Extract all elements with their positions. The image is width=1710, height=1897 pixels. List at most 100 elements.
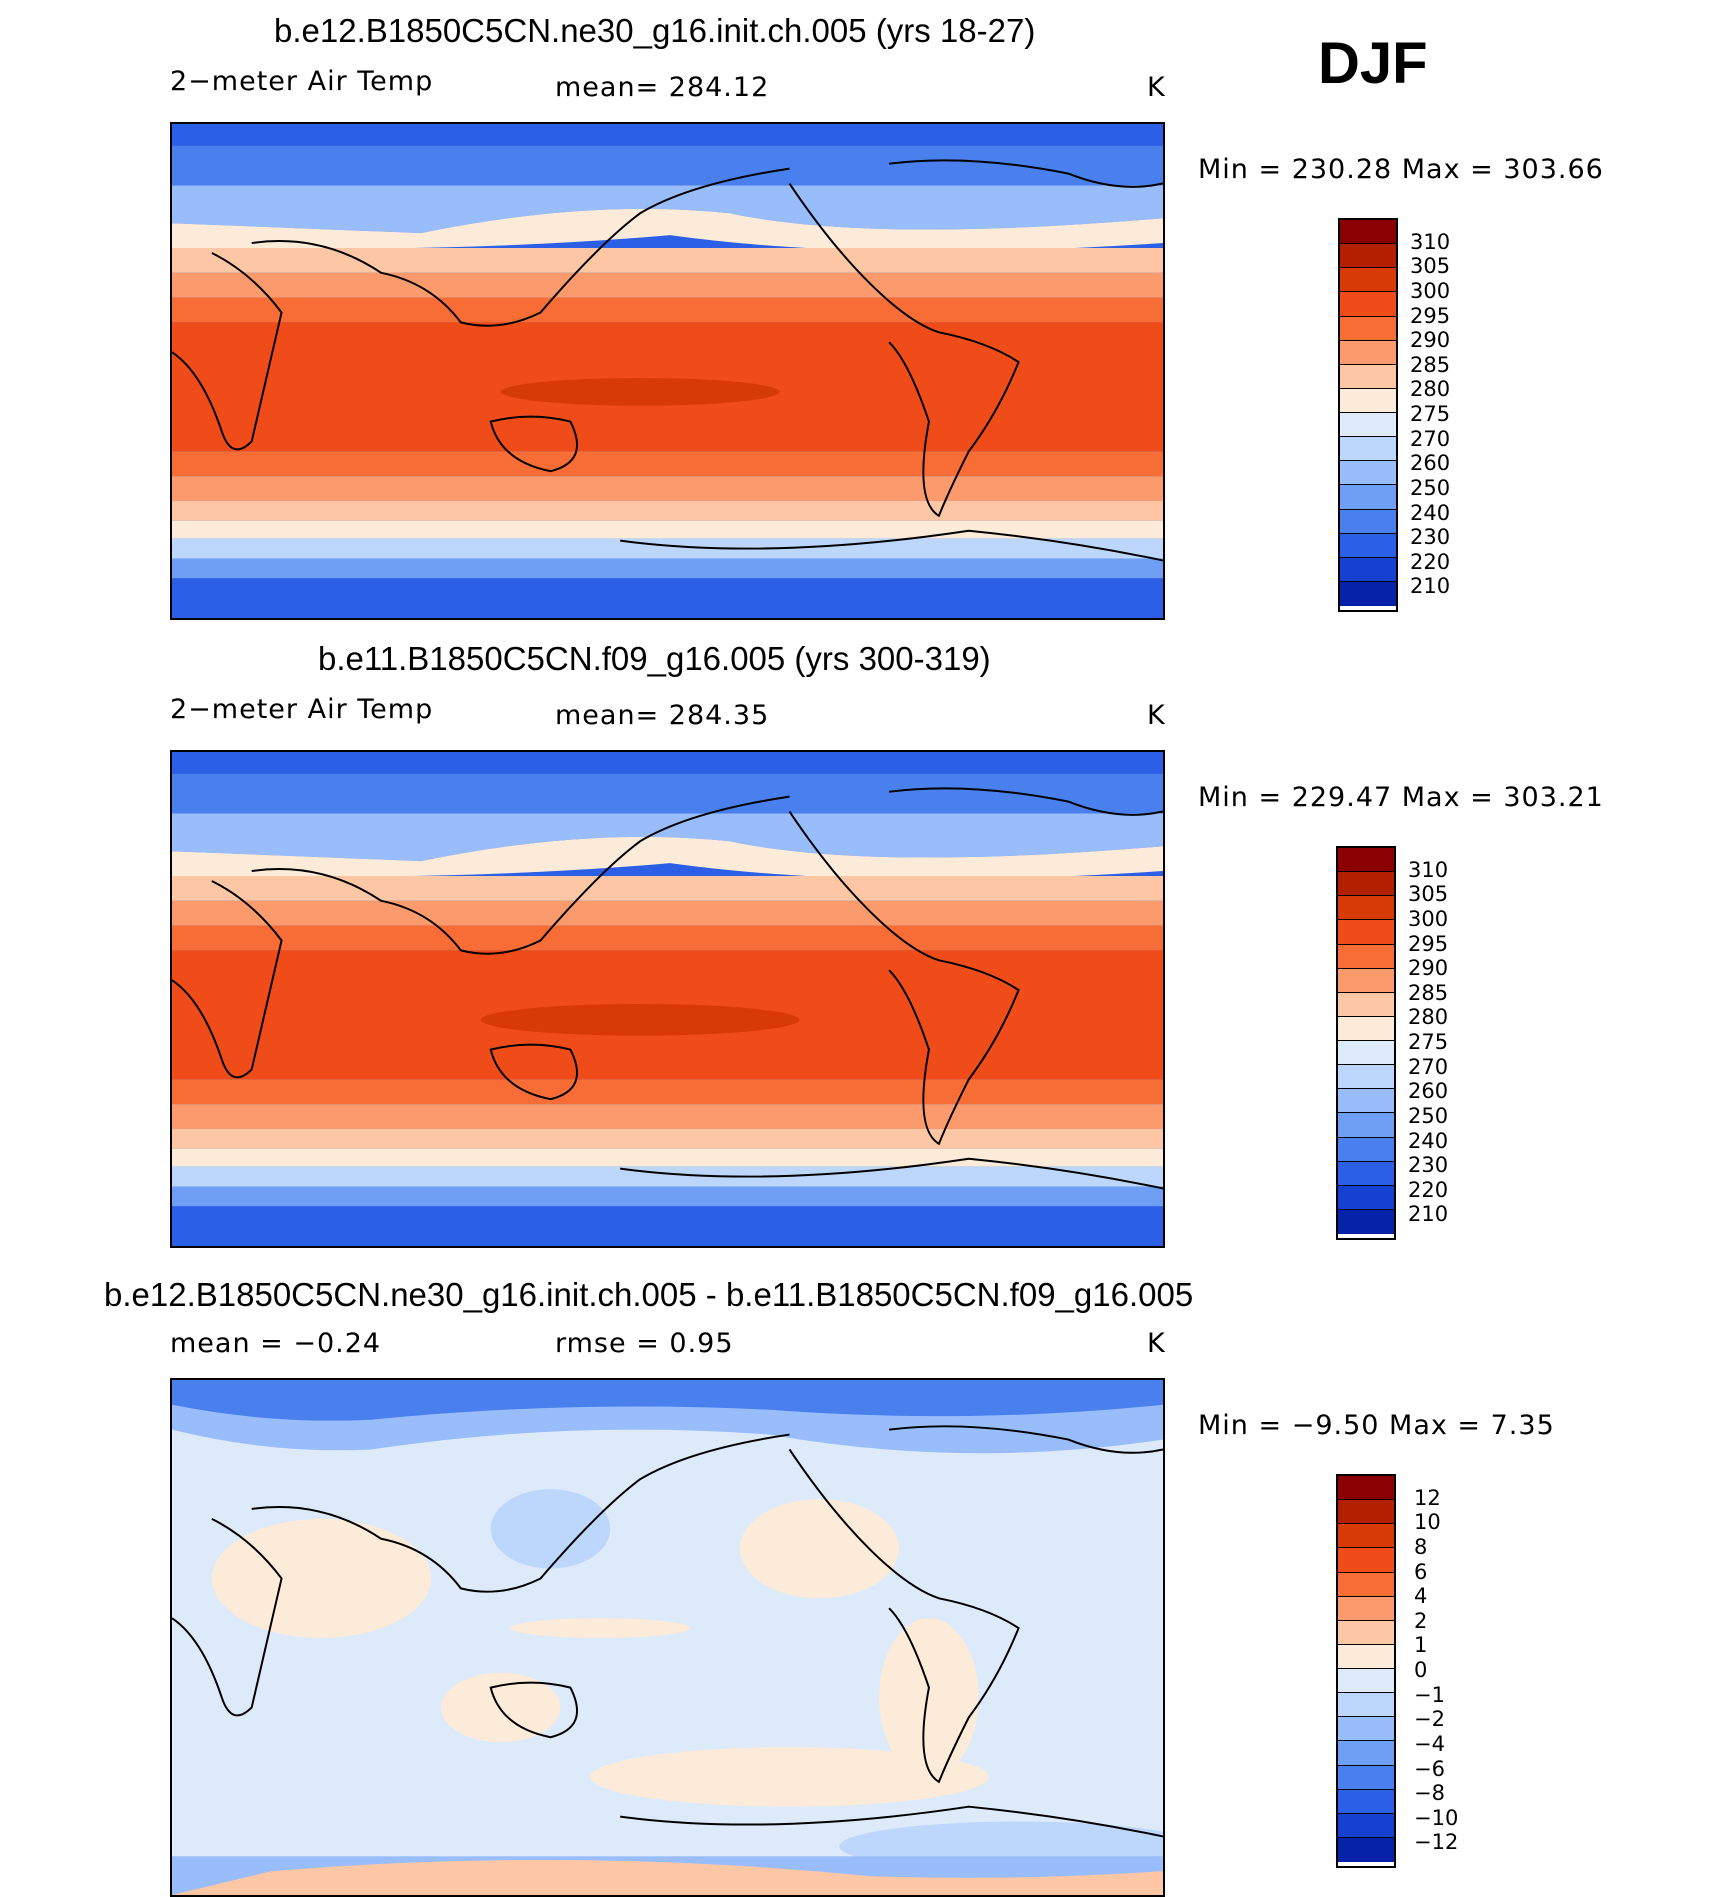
panel-2-map — [170, 750, 1165, 1248]
colorbar-segment — [1338, 1789, 1394, 1814]
colorbar-tick-label: 0 — [1414, 1658, 1428, 1682]
colorbar-segment — [1338, 1185, 1394, 1210]
colorbar-tick-label: 280 — [1410, 377, 1451, 402]
colorbar-tick-label: 250 — [1408, 1103, 1449, 1128]
panel-1-colorbar — [1338, 218, 1398, 612]
colorbar-segment — [1338, 1524, 1394, 1549]
panel-3-map — [170, 1378, 1165, 1897]
colorbar-tick-label: 8 — [1414, 1534, 1428, 1559]
colorbar-segment — [1340, 220, 1396, 245]
colorbar-segment — [1338, 872, 1394, 897]
colorbar-segment — [1338, 992, 1394, 1017]
panel-1-colorbar-ticks: 310 305 300 295 290 285 280 275 270 260 250 240 230 2… — [1410, 218, 1490, 612]
colorbar-tick-label: 275 — [1408, 1030, 1449, 1054]
colorbar-segment — [1338, 1065, 1394, 1090]
colorbar-segment — [1338, 1500, 1394, 1525]
colorbar-tick-label: 285 — [1408, 980, 1449, 1005]
colorbar-segment — [1340, 268, 1396, 293]
colorbar-segment — [1340, 509, 1396, 534]
colorbar-segment — [1338, 1765, 1394, 1790]
colorbar-segment — [1338, 1016, 1394, 1041]
colorbar-tick-label: 10 — [1414, 1510, 1441, 1535]
colorbar-tick-label: −12 — [1414, 1830, 1459, 1855]
colorbar-segment — [1338, 1620, 1394, 1645]
panel-2-mean-label: mean= 284.35 — [555, 700, 770, 731]
panel-1-map — [170, 122, 1165, 620]
colorbar-tick-label: −2 — [1414, 1707, 1445, 1732]
colorbar-tick-label: 220 — [1408, 1177, 1449, 1202]
colorbar-tick-label: 230 — [1410, 525, 1451, 550]
colorbar-tick-label: 290 — [1408, 956, 1449, 981]
colorbar-segment — [1338, 1113, 1394, 1138]
colorbar-tick-label: 260 — [1408, 1079, 1449, 1104]
colorbar-segment — [1338, 1209, 1394, 1234]
colorbar-segment — [1340, 437, 1396, 462]
panel-2-colorbar-segments — [1338, 848, 1394, 1234]
panel-3-units: K — [1147, 1328, 1166, 1359]
colorbar-tick-label: 305 — [1410, 254, 1451, 279]
panel-2-variable-label: 2−meter Air Temp — [170, 694, 434, 725]
colorbar-segment — [1338, 1717, 1394, 1742]
panel-1-colorbar-segments — [1340, 220, 1396, 606]
colorbar-tick-label: 290 — [1410, 328, 1451, 353]
panel-3-minmax: Min = −9.50 Max = 7.35 — [1198, 1410, 1555, 1441]
colorbar-tick-label: 240 — [1410, 500, 1451, 525]
colorbar-tick-label: −10 — [1414, 1805, 1459, 1830]
panel-1-variable-label: 2−meter Air Temp — [170, 66, 434, 97]
colorbar-segment — [1340, 485, 1396, 510]
panel-3-rmse-label: rmse = 0.95 — [555, 1328, 734, 1359]
colorbar-tick-label: 260 — [1410, 451, 1451, 476]
colorbar-tick-label: 210 — [1408, 1202, 1449, 1227]
colorbar-tick-label: 300 — [1408, 906, 1449, 931]
colorbar-tick-label: 210 — [1410, 574, 1451, 599]
colorbar-segment — [1340, 413, 1396, 438]
panel-3-title: b.e12.B1850C5CN.ne30_g16.init.ch.005 - b… — [104, 1276, 1194, 1313]
colorbar-segment — [1338, 920, 1394, 945]
panel-3-mean-label: mean = −0.24 — [170, 1328, 382, 1359]
colorbar-segment — [1338, 1572, 1394, 1597]
panel-3-colorbar-segments — [1338, 1476, 1394, 1862]
colorbar-tick-label: −6 — [1414, 1756, 1445, 1781]
colorbar-tick-label: 220 — [1410, 549, 1451, 574]
colorbar-tick-label: 240 — [1408, 1128, 1449, 1153]
colorbar-segment — [1338, 1596, 1394, 1621]
colorbar-tick-label: −1 — [1414, 1682, 1445, 1707]
panel-2-colorbar — [1336, 846, 1396, 1240]
colorbar-segment — [1338, 1741, 1394, 1766]
panel-1-units: K — [1147, 72, 1166, 103]
colorbar-tick-label: 295 — [1408, 931, 1449, 956]
colorbar-tick-label: 270 — [1408, 1054, 1449, 1079]
panel-1-mean-label: mean= 284.12 — [555, 72, 770, 103]
panel-2-units: K — [1147, 700, 1166, 731]
colorbar-tick-label: 230 — [1408, 1153, 1449, 1178]
colorbar-segment — [1338, 1161, 1394, 1186]
colorbar-tick-label: −8 — [1414, 1781, 1445, 1806]
panel-2-colorbar-ticks: 310 305 300 295 290 285 280 275 270 260 250 240 230 2… — [1408, 846, 1488, 1240]
colorbar-tick-label: 1 — [1414, 1633, 1428, 1658]
colorbar-segment — [1338, 1644, 1394, 1669]
colorbar-tick-label: 280 — [1408, 1005, 1449, 1030]
panel-2-title: b.e11.B1850C5CN.f09_g16.005 (yrs 300-319… — [318, 640, 991, 677]
colorbar-tick-label: 285 — [1410, 352, 1451, 377]
colorbar-segment — [1340, 244, 1396, 269]
colorbar-segment — [1338, 1137, 1394, 1162]
colorbar-segment — [1338, 944, 1394, 969]
colorbar-segment — [1340, 316, 1396, 341]
colorbar-tick-label: −4 — [1414, 1731, 1445, 1756]
panel-2-minmax: Min = 229.47 Max = 303.21 — [1198, 782, 1604, 813]
colorbar-segment — [1338, 1476, 1394, 1501]
colorbar-segment — [1338, 1089, 1394, 1114]
colorbar-segment — [1338, 968, 1394, 993]
colorbar-segment — [1338, 1693, 1394, 1718]
colorbar-tick-label: 310 — [1410, 229, 1451, 254]
colorbar-segment — [1340, 340, 1396, 365]
colorbar-tick-label: 4 — [1414, 1584, 1428, 1609]
colorbar-segment — [1338, 1669, 1394, 1694]
colorbar-segment — [1338, 896, 1394, 921]
colorbar-segment — [1340, 533, 1396, 558]
colorbar-tick-label: 2 — [1414, 1608, 1428, 1633]
colorbar-tick-label: 295 — [1410, 303, 1451, 328]
colorbar-tick-label: 250 — [1410, 475, 1451, 500]
panel-1-title: b.e12.B1850C5CN.ne30_g16.init.ch.005 (yr… — [274, 12, 1036, 49]
colorbar-tick-label: 6 — [1414, 1559, 1428, 1584]
